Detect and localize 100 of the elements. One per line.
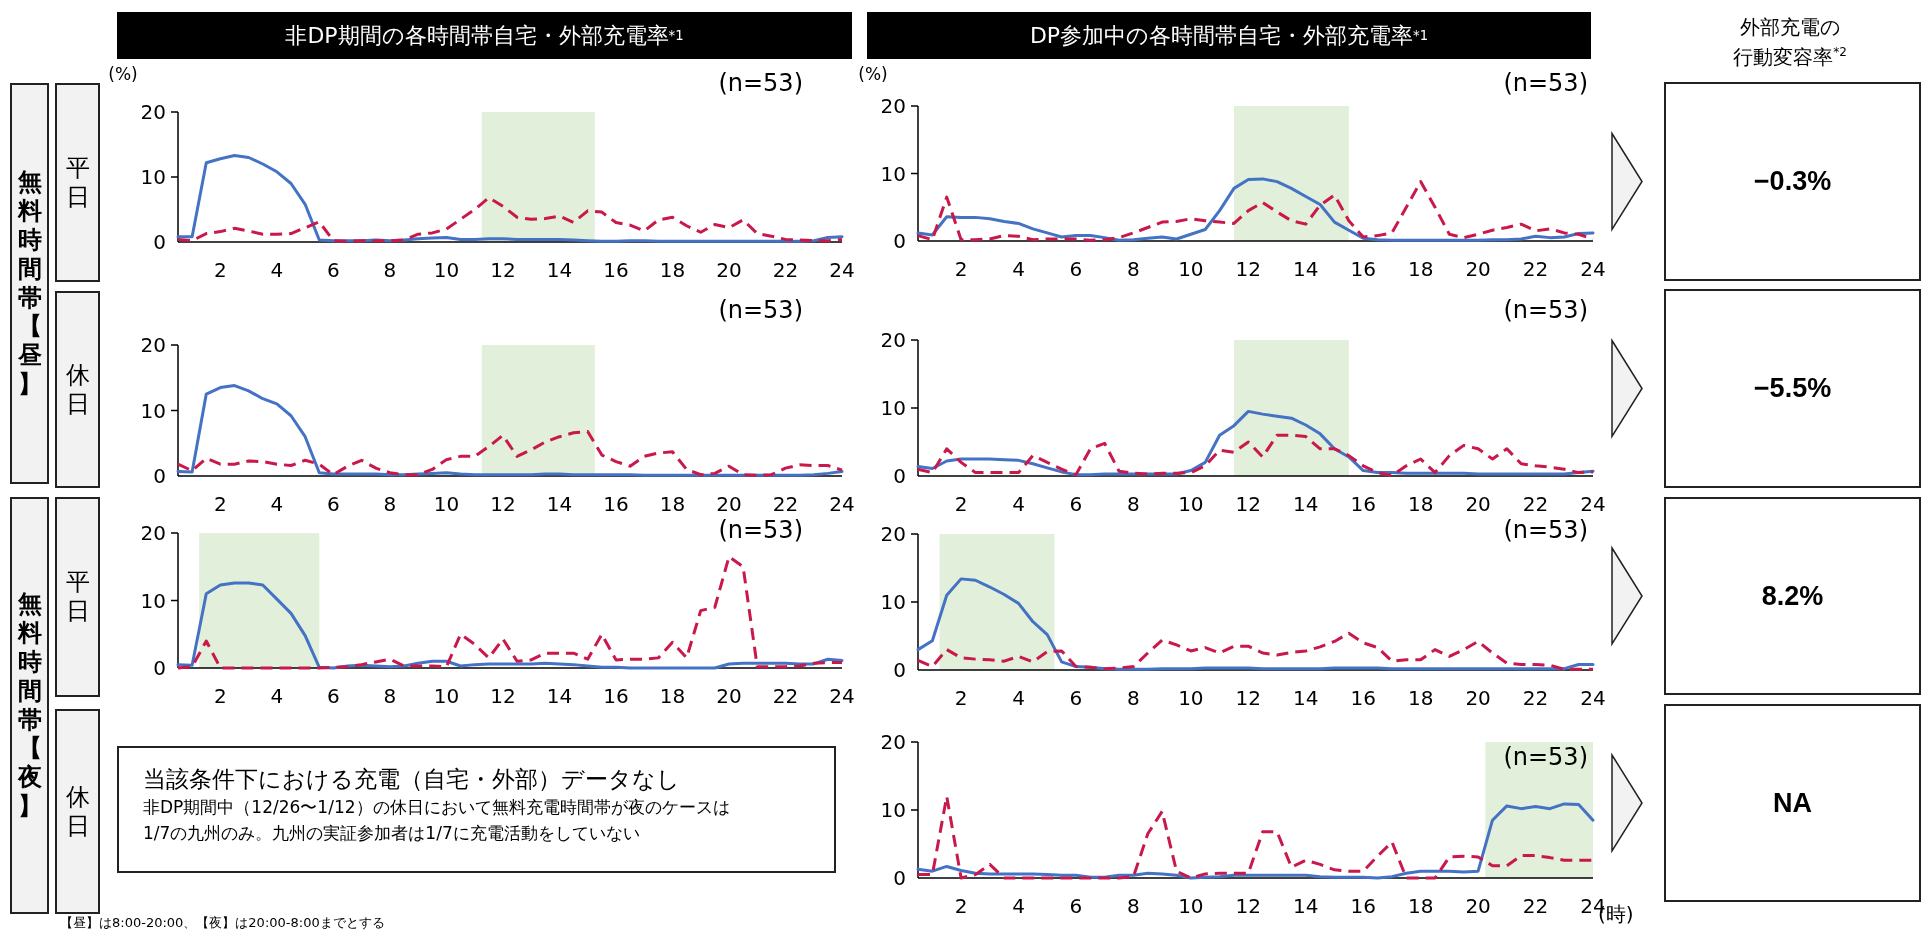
x-tick-label: 4 [1012,894,1025,918]
chart-subtitle: (n=53) [718,296,803,324]
x-tick-label: 24 [829,258,855,282]
y-tick-label: 10 [880,161,906,186]
x-tick-label: 6 [1069,894,1083,918]
x-tick-label: 24 [829,684,855,708]
y-tick-label: 10 [880,396,906,420]
x-tick-label: 22 [1522,686,1549,710]
x-tick-label: 12 [1235,257,1262,281]
x-tick-label: 2 [954,257,968,281]
x-tick-label: 22 [1522,257,1549,281]
x-tick-label: 2 [954,492,968,516]
x-tick-label: 2 [214,684,227,708]
x-tick-label: 24 [1580,492,1606,516]
y-tick-label: 20 [880,730,906,754]
x-tick-label: 10 [1178,686,1204,710]
x-tick-label: 10 [1178,257,1204,281]
x-tick-label: 22 [772,684,799,708]
text: −5.5% [1664,289,1921,488]
x-tick-label: 16 [1350,492,1376,516]
x-tick-label: 14 [1293,686,1319,710]
x-tick-label: 12 [490,492,516,516]
y-tick-label: 20 [140,333,166,357]
x-tick-label: 18 [1407,492,1434,516]
x-tick-label: 10 [1178,492,1204,516]
x-tick-label: 12 [490,258,516,282]
x-tick-label: 20 [1465,257,1491,281]
y-tick-label: 20 [140,521,166,545]
y-tick-label: 0 [893,464,906,488]
x-tick-label: 6 [1069,257,1083,281]
text: 8.2% [1664,497,1921,695]
text: DP参加中の各時間帯自宅・外部充電率$^{*1}$ [867,12,1591,59]
x-tick-label: 12 [490,684,516,708]
x-tick-label: 8 [383,258,397,282]
y-tick-label: 10 [140,165,166,189]
chart-subtitle: (n=53) [1503,516,1588,544]
text: 非DP期間中（12/26〜1/12）の休日において無料充電時間帯が夜のケースは1/7の九州のみ。九州の実証参加者は1/7に充電活動をしていない [143,796,731,845]
x-tick-label: 24 [829,492,855,516]
x-tick-label: 20 [716,258,742,282]
x-tick-label: 16 [603,684,629,708]
y-tick-label: 20 [140,100,166,124]
chart-subtitle: (n=53) [1503,69,1588,97]
x-tick-label: 4 [270,258,284,282]
x-tick-label: 16 [1350,257,1376,281]
y-axis-title: (%) [108,64,138,84]
x-tick-label: 20 [1465,894,1491,918]
x-tick-label: 18 [1407,257,1434,281]
y-tick-label: 0 [153,464,166,488]
x-tick-label: 20 [716,492,742,516]
text: 行動変容率$^{*2}$ [1732,44,1848,71]
x-tick-label: 4 [270,684,284,708]
text: 外部充電の [1739,14,1841,41]
x-tick-label: 4 [1012,257,1025,281]
x-tick-label: 8 [1127,686,1140,710]
x-tick-label: 18 [1407,686,1434,710]
x-tick-label: 22 [772,492,799,516]
chart-subtitle: (n=53) [1503,743,1588,771]
x-tick-label: 18 [659,492,686,516]
x-tick-label: 14 [1293,257,1319,281]
x-tick-label: 8 [1127,894,1140,918]
x-tick-label: 12 [1235,492,1262,516]
x-tick-label: 18 [659,684,686,708]
x-tick-label: 4 [270,492,284,516]
x-tick-label: 18 [659,258,686,282]
x-tick-label: 20 [1465,686,1491,710]
y-tick-label: 0 [153,230,166,254]
x-tick-label: 6 [327,492,340,516]
x-tick-label: 8 [1127,257,1140,281]
x-tick-label: 14 [546,492,573,516]
x-tick-label: 14 [546,258,573,282]
text: 無料時間帯【昼】 [16,168,43,399]
y-tick-label: 10 [880,798,906,822]
chart-subtitle: (n=53) [718,69,803,97]
x-tick-label: 10 [433,492,460,516]
x-tick-label: 12 [1235,686,1262,710]
text: 平日 [64,568,91,626]
text: 休日 [64,782,91,841]
x-tick-label: 24 [1580,257,1606,281]
x-tick-label: 16 [1350,894,1376,918]
x-tick-label: 16 [603,258,629,282]
y-tick-label: 10 [140,588,166,613]
x-tick-label: 10 [433,258,460,282]
x-tick-label: 2 [954,894,968,918]
y-tick-label: 10 [140,398,166,423]
x-tick-label: 6 [1069,686,1083,710]
chart-subtitle: (n=53) [1503,296,1588,324]
y-tick-label: 0 [893,658,906,682]
y-axis-title: (%) [858,64,888,84]
y-tick-label: 20 [880,94,906,118]
text: NA [1664,704,1921,902]
x-tick-label: 2 [214,492,227,516]
x-tick-label: 16 [1350,686,1376,710]
x-tick-label: 10 [1178,894,1204,918]
x-tick-label: 22 [1522,492,1549,516]
x-tick-label: 10 [433,684,460,708]
x-tick-label: 8 [1127,492,1140,516]
text: −0.3% [1664,82,1921,281]
y-tick-label: 20 [880,328,906,352]
x-tick-label: 14 [1293,492,1319,516]
x-tick-label: 22 [772,258,799,282]
